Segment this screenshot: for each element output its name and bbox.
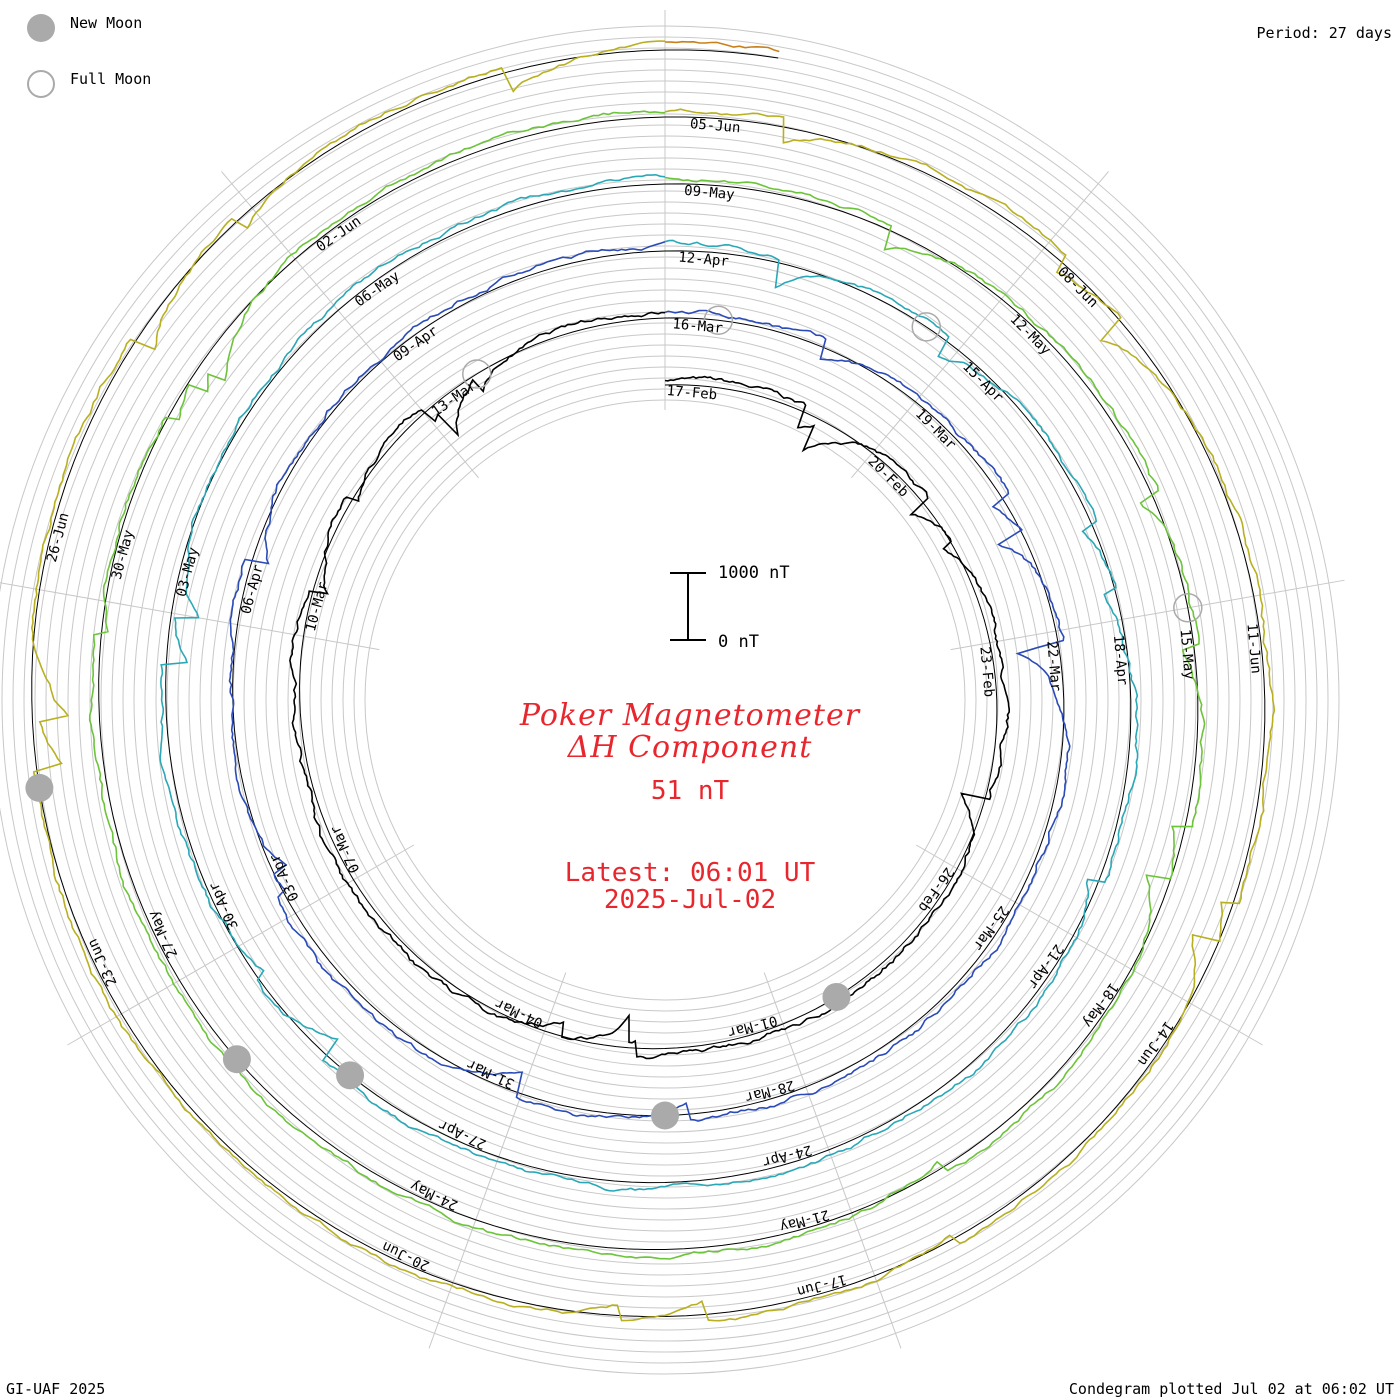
date-label: 17-Jun bbox=[795, 1271, 848, 1300]
radial-line bbox=[0, 582, 380, 651]
trace-cycle-3 bbox=[159, 173, 1139, 1192]
new-moon-legend-label: New Moon bbox=[70, 14, 143, 32]
chart-title-line2: ΔH Component bbox=[567, 730, 813, 765]
date-label: 17-Feb bbox=[666, 383, 718, 403]
new-moon-marker bbox=[822, 982, 851, 1011]
date-label: 04-Mar bbox=[493, 995, 546, 1031]
full-moon-legend-label: Full Moon bbox=[70, 70, 152, 88]
latest-time: Latest: 06:01 UT bbox=[564, 858, 816, 888]
trace-cycle-6 bbox=[664, 40, 780, 53]
date-label: 09-Apr bbox=[391, 323, 442, 365]
new-moon-marker bbox=[222, 1045, 251, 1074]
moon-markers bbox=[25, 305, 1203, 1130]
footer-plot-time: Condegram plotted Jul 02 at 06:02 UT bbox=[1068, 1380, 1394, 1398]
date-label: 06-May bbox=[352, 268, 403, 310]
full-moon-marker bbox=[1173, 593, 1203, 623]
cycle-baselines bbox=[31, 49, 1266, 1317]
date-label: 23-Jun bbox=[85, 936, 121, 989]
date-label: 13-Mar bbox=[429, 378, 480, 420]
date-label: 28-Mar bbox=[743, 1077, 796, 1106]
new-moon-legend-icon bbox=[27, 14, 55, 42]
date-label: 08-Jun bbox=[1054, 264, 1101, 311]
date-label: 15-Apr bbox=[959, 359, 1006, 406]
full-moon-marker bbox=[462, 359, 492, 389]
date-label: 16-Mar bbox=[672, 316, 724, 336]
date-label: 18-Apr bbox=[1110, 634, 1130, 686]
date-label: 09-May bbox=[683, 183, 735, 203]
date-label: 20-Jun bbox=[380, 1238, 433, 1274]
full-moon-marker bbox=[911, 312, 942, 342]
current-value: 51 nT bbox=[650, 776, 730, 806]
trace-cycle-1 bbox=[289, 311, 1010, 1060]
spiral-baseline bbox=[31, 49, 1266, 1317]
radial-line bbox=[915, 844, 1263, 1046]
radial-line bbox=[851, 171, 1109, 479]
date-label: 11-Jun bbox=[1243, 623, 1263, 675]
date-label: 05-Jun bbox=[689, 116, 741, 136]
scale-bar bbox=[670, 572, 706, 641]
trace-cycle-5 bbox=[30, 40, 1276, 1322]
scale-top-label: 1000 nT bbox=[718, 563, 790, 583]
latest-date: 2025-Jul-02 bbox=[603, 885, 777, 915]
scale-bottom-label: 0 nT bbox=[718, 632, 759, 652]
radial-line bbox=[763, 972, 902, 1349]
date-label: 01-Mar bbox=[726, 1012, 779, 1041]
date-label: 24-May bbox=[408, 1177, 461, 1213]
trace-cycle-2 bbox=[228, 241, 1071, 1122]
date-label: 26-Jun bbox=[44, 511, 73, 564]
radial-line bbox=[950, 579, 1345, 651]
date-label: 23-Feb bbox=[976, 646, 996, 698]
date-label: 22-Mar bbox=[1043, 640, 1063, 692]
new-moon-marker bbox=[336, 1061, 365, 1090]
full-moon-legend-icon bbox=[27, 70, 55, 98]
period-label: Period: 27 days bbox=[1256, 24, 1392, 42]
chart-title-line1: Poker Magnetometer bbox=[519, 698, 861, 733]
full-moon-marker bbox=[703, 305, 734, 335]
radial-line bbox=[67, 844, 415, 1046]
new-moon-marker bbox=[25, 773, 54, 802]
date-label: 15-May bbox=[1177, 628, 1197, 680]
magnetometer-traces bbox=[30, 40, 1276, 1322]
date-label: 20-Feb bbox=[864, 453, 911, 500]
date-label: 19-Mar bbox=[912, 406, 959, 453]
radial-line bbox=[221, 171, 479, 479]
date-label: 06-Apr bbox=[238, 563, 267, 616]
trace-cycle-4 bbox=[88, 110, 1206, 1260]
footer-credit: GI-UAF 2025 bbox=[6, 1380, 106, 1398]
new-moon-marker bbox=[651, 1101, 679, 1130]
date-label: 31-Mar bbox=[465, 1056, 518, 1092]
date-label: 12-Apr bbox=[678, 250, 730, 270]
date-label: 10-Mar bbox=[303, 580, 332, 633]
